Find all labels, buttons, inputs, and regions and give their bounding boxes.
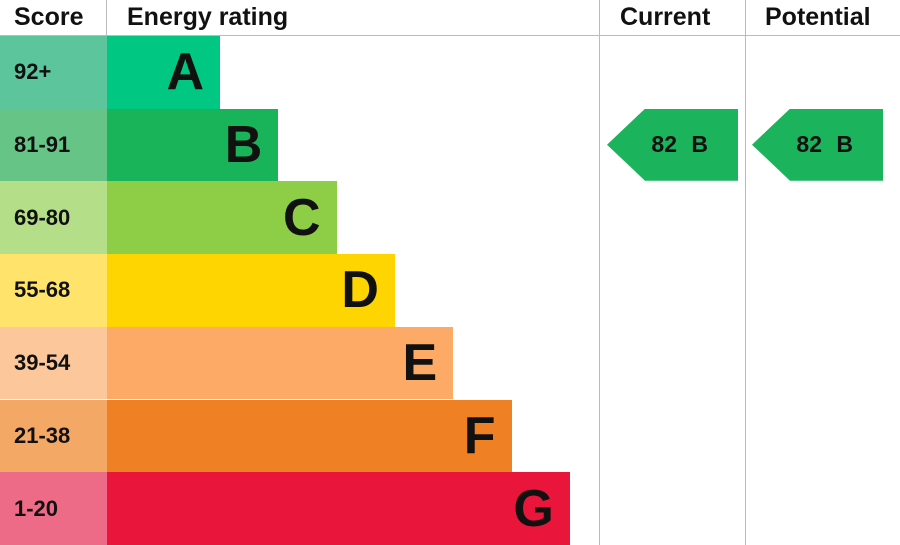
current-header: Current: [620, 3, 711, 31]
score-range-c: 69-80: [0, 181, 107, 255]
rating-bar-a: A: [107, 36, 220, 109]
energy-rating-header: Energy rating: [127, 3, 289, 31]
rating-bar-f: F: [107, 399, 512, 473]
column-divider: [106, 0, 107, 35]
rating-bar-d: D: [107, 254, 395, 327]
column-divider: [599, 0, 600, 545]
score-range-f: 21-38: [0, 399, 107, 473]
header-divider: [0, 35, 900, 36]
score-range-d: 55-68: [0, 254, 107, 327]
score-header: Score: [14, 3, 84, 31]
potential-rating-arrow: 82 B: [752, 108, 883, 181]
current-rating-label: 82 B: [651, 131, 708, 158]
potential-header: Potential: [765, 3, 871, 31]
rating-bar-g: G: [107, 472, 570, 545]
rating-bar-b: B: [107, 108, 279, 182]
score-range-b: 81-91: [0, 108, 107, 182]
rating-bar-c: C: [107, 181, 337, 255]
potential-rating-label: 82 B: [796, 131, 853, 158]
current-rating-arrow: 82 B: [607, 108, 738, 181]
rating-bar-e: E: [107, 326, 454, 400]
score-range-a: 92+: [0, 36, 107, 109]
column-divider: [745, 0, 746, 545]
score-range-e: 39-54: [0, 326, 107, 400]
score-range-g: 1-20: [0, 472, 107, 545]
